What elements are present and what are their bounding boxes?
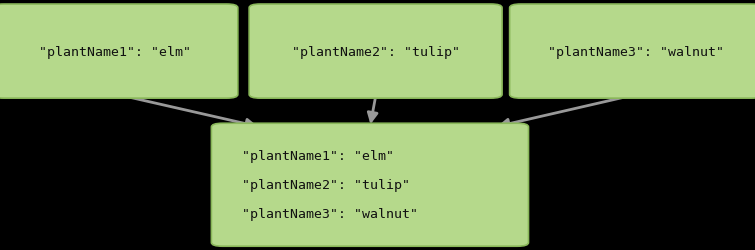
Text: "plantName3": "walnut": "plantName3": "walnut" bbox=[548, 46, 724, 58]
FancyBboxPatch shape bbox=[0, 5, 238, 99]
Text: "plantName1": "elm": "plantName1": "elm" bbox=[242, 150, 393, 163]
Text: "plantName2": "tulip": "plantName2": "tulip" bbox=[291, 46, 460, 58]
FancyBboxPatch shape bbox=[249, 5, 502, 99]
Text: "plantName3": "walnut": "plantName3": "walnut" bbox=[242, 207, 418, 220]
FancyBboxPatch shape bbox=[211, 124, 528, 246]
Text: "plantName1": "elm": "plantName1": "elm" bbox=[39, 46, 191, 58]
FancyBboxPatch shape bbox=[510, 5, 755, 99]
Text: "plantName2": "tulip": "plantName2": "tulip" bbox=[242, 178, 410, 192]
